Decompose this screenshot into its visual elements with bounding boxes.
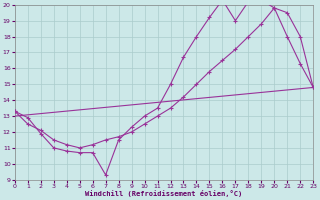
X-axis label: Windchill (Refroidissement éolien,°C): Windchill (Refroidissement éolien,°C) <box>85 190 243 197</box>
